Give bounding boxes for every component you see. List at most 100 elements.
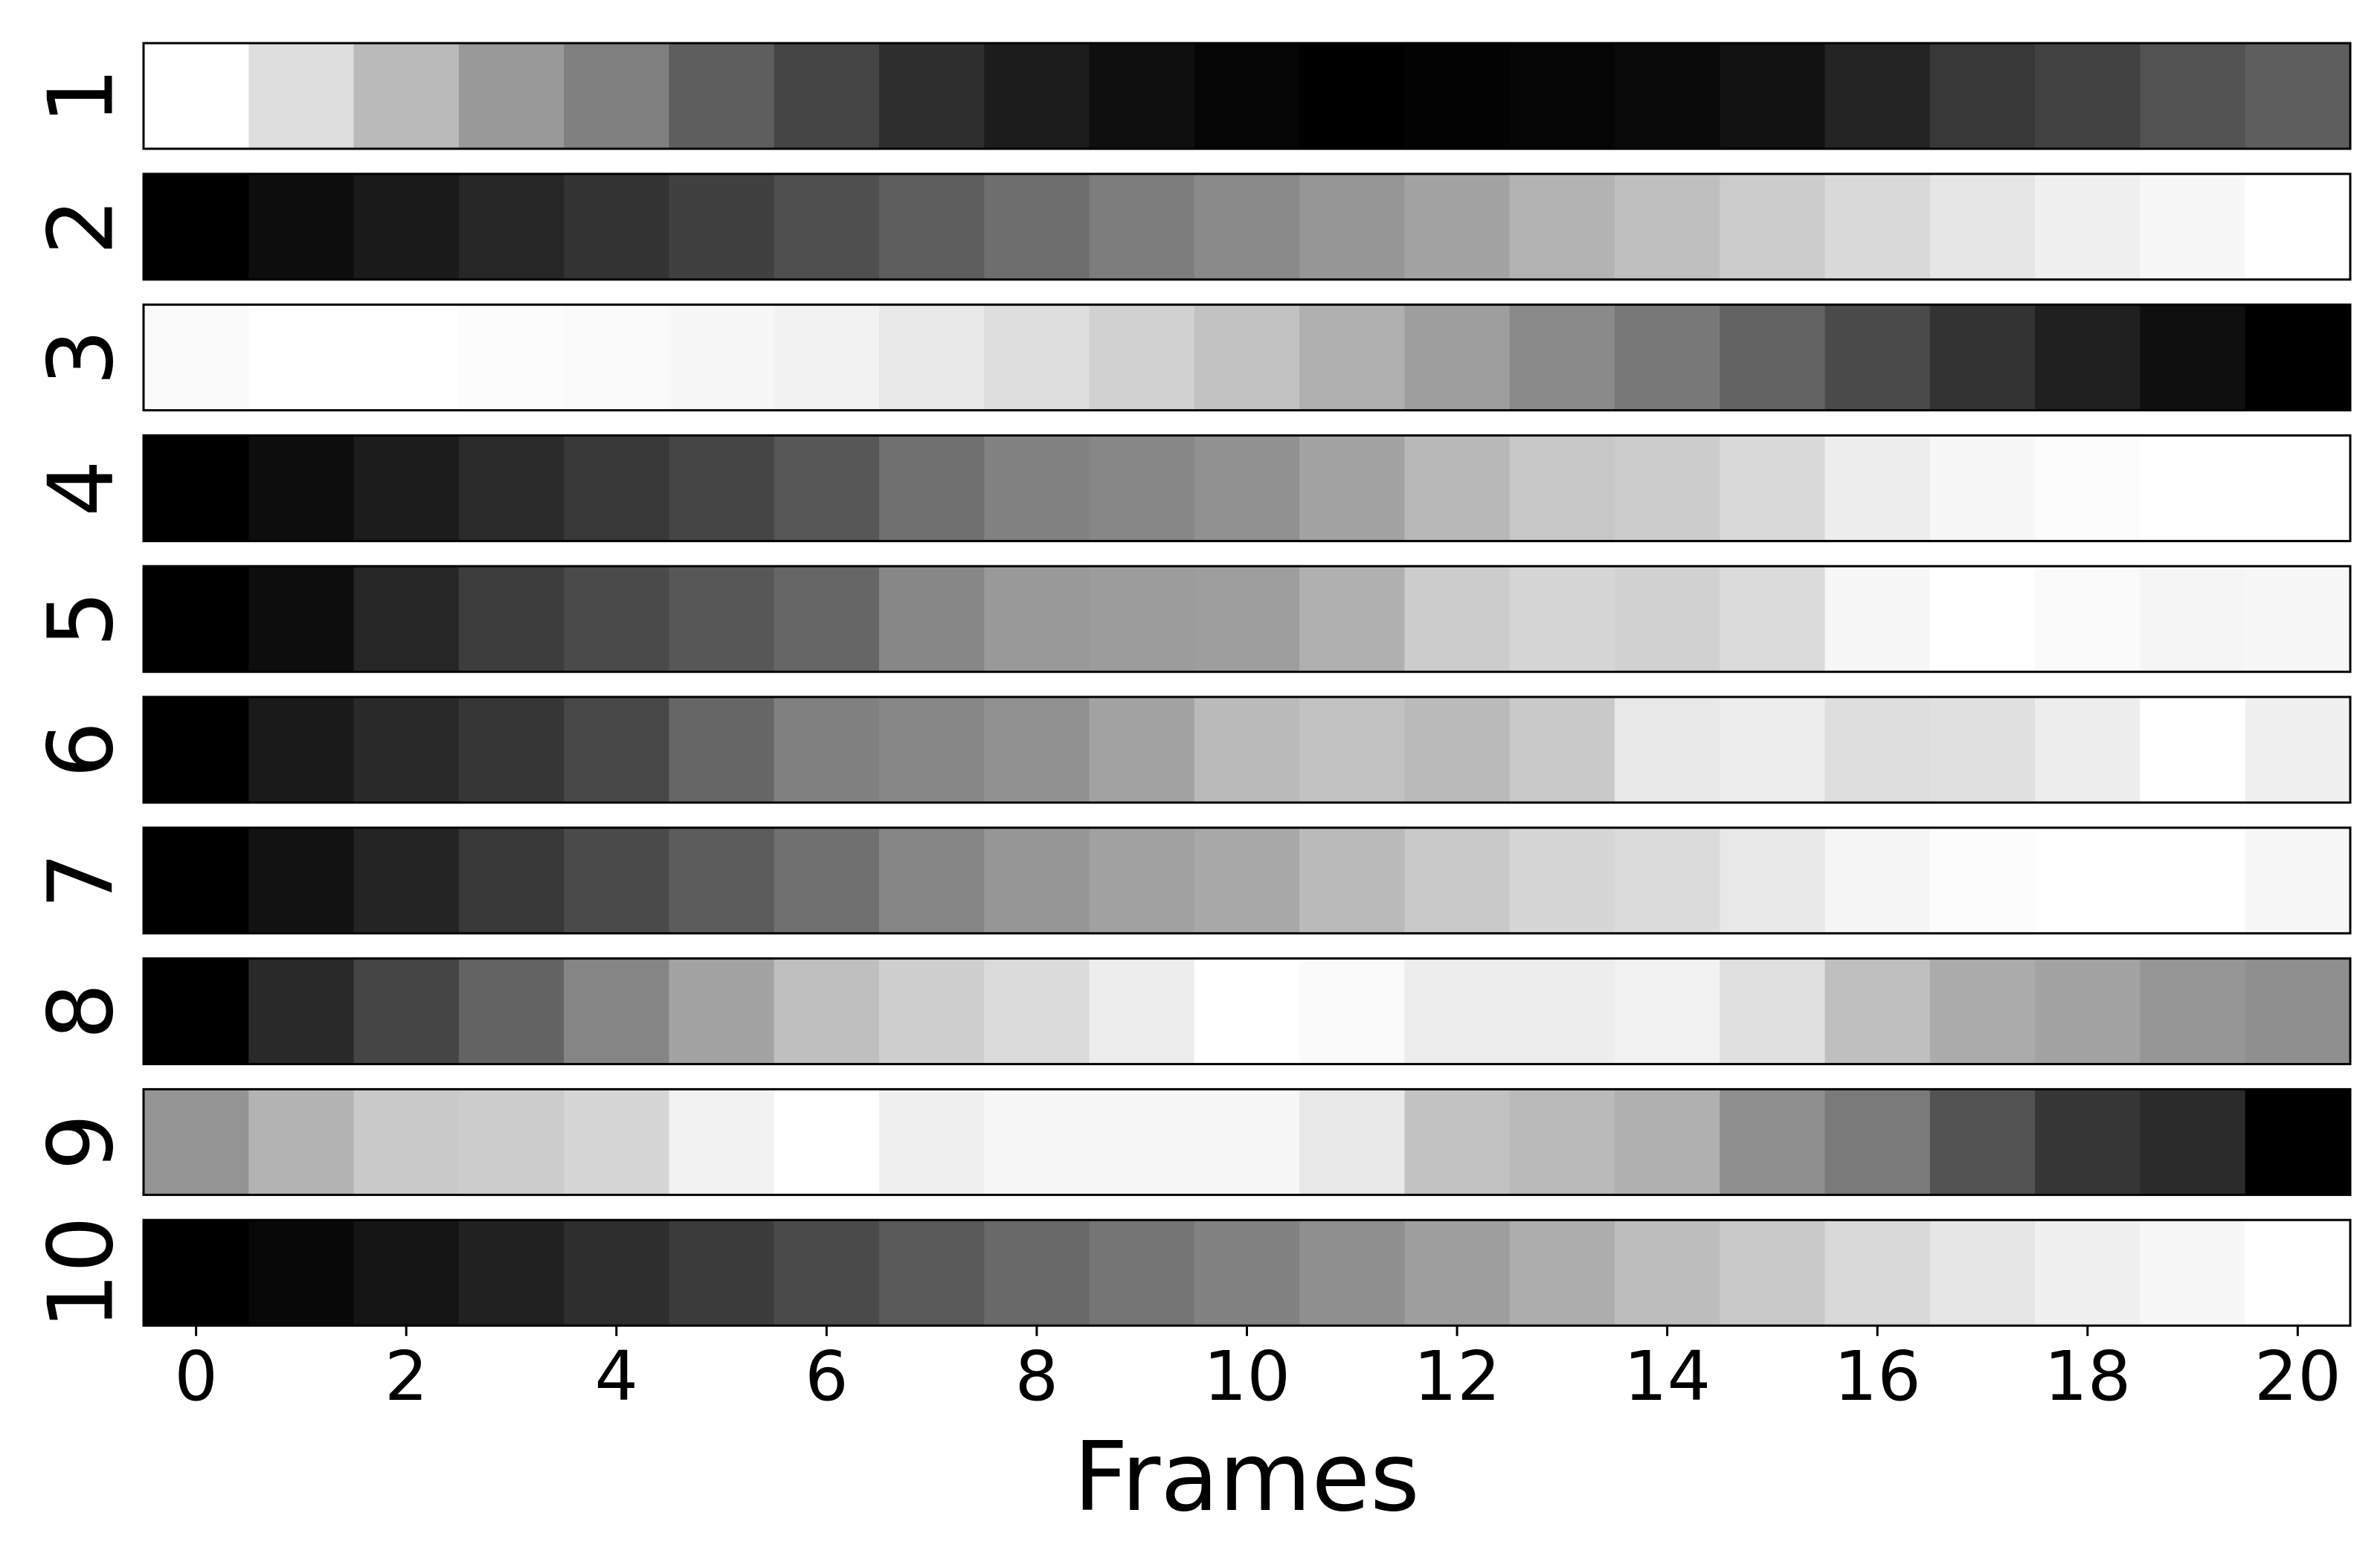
heatmap-cell [1299, 435, 1406, 541]
heatmap-cell [774, 1089, 880, 1195]
strip-row-3 [142, 303, 2352, 412]
heatmap-cell [1509, 173, 1615, 280]
heatmap-cell [353, 1089, 460, 1195]
heatmap-cell [879, 566, 985, 672]
heatmap-cell [1194, 566, 1300, 672]
heatmap-cell [1615, 173, 1720, 280]
strip-frame [142, 434, 2352, 542]
strip-row-9 [142, 1087, 2352, 1196]
heatmap-cell [669, 43, 775, 149]
strip-row-5 [142, 565, 2352, 673]
heatmap-cell [1824, 566, 1931, 672]
x-tick-label: 4 [595, 1337, 639, 1416]
heatmap-cell [1720, 304, 1826, 411]
heatmap-cell [1299, 697, 1406, 803]
heatmap-cell [669, 827, 775, 933]
heatmap-cell [774, 566, 880, 672]
heatmap-cell [1824, 958, 1931, 1064]
heatmap-cell [1720, 1089, 1826, 1195]
heatmap-cell [1824, 697, 1931, 803]
strip-frame [142, 1087, 2352, 1196]
heatmap-cell [1194, 827, 1300, 933]
heatmap-cell [1720, 566, 1826, 672]
heatmap-cell [984, 827, 1090, 933]
x-tick-label: 16 [1834, 1337, 1921, 1416]
row-labels: 1 2 3 4 5 6 7 8 9 10 [30, 68, 134, 1330]
heatmap-cell [458, 1220, 565, 1326]
heatmap-cell [2140, 566, 2246, 672]
heatmap-cell [2245, 958, 2351, 1064]
heatmap-cell [248, 566, 355, 672]
x-tick-label: 18 [2044, 1337, 2131, 1416]
heatmap-cell [144, 958, 249, 1064]
heatmap-cell [1404, 1220, 1511, 1326]
heatmap-cell [1089, 43, 1195, 149]
heatmap-cell [1929, 958, 2036, 1064]
x-tick-label: 0 [174, 1337, 218, 1416]
heatmap-cell [879, 435, 985, 541]
heatmap-cell [2140, 958, 2246, 1064]
heatmap-cell [1404, 827, 1511, 933]
heatmap-cell [774, 304, 880, 411]
x-tick-label: 8 [1015, 1337, 1059, 1416]
heatmap-cell [1929, 1089, 2036, 1195]
heatmap-cell [2245, 697, 2351, 803]
heatmap-cell [458, 958, 565, 1064]
heatmap-cell [1824, 435, 1931, 541]
heatmap-cell [879, 827, 985, 933]
heatmap-cell [1089, 304, 1195, 411]
strip-frame [142, 826, 2352, 935]
strip-row-8 [142, 957, 2352, 1066]
row-label: 2 [30, 199, 134, 255]
heatmap-cell [1509, 43, 1615, 149]
heatmap-cell [1929, 827, 2036, 933]
heatmap-cell [1929, 566, 2036, 672]
strip-row-7 [142, 826, 2352, 935]
heatmap-cell [1299, 1089, 1406, 1195]
x-tick-label: 2 [385, 1337, 428, 1416]
heatmap-cell [984, 173, 1090, 280]
row-label: 5 [30, 591, 134, 647]
strip-frame [142, 695, 2352, 804]
heatmap-cell [1194, 697, 1300, 803]
heatmap-cell [1089, 697, 1195, 803]
heatmap-cell [669, 1089, 775, 1195]
heatmap-cell [144, 304, 249, 411]
heatmap-cell [2245, 43, 2351, 149]
heatmap-cell [774, 958, 880, 1064]
heatmap-cell [669, 304, 775, 411]
heatmap-cell [1299, 566, 1406, 672]
heatmap-cell [669, 566, 775, 672]
heatmap-cell [353, 435, 460, 541]
heatmap-cell [774, 173, 880, 280]
heatmap-cell [2245, 566, 2351, 672]
heatmap-cell [1404, 958, 1511, 1064]
heatmap-cell [1615, 1220, 1720, 1326]
heatmap-cell [1089, 566, 1195, 672]
heatmap-cell [2035, 1089, 2141, 1195]
heatmap-cell [1194, 435, 1300, 541]
strip-frame [142, 303, 2352, 412]
heatmap-cell [879, 958, 985, 1064]
heatmap-cell [1824, 1220, 1931, 1326]
heatmap-cell [1299, 958, 1406, 1064]
heatmap-cell [458, 827, 565, 933]
heatmap-cell [879, 173, 985, 280]
row-label: 4 [30, 460, 134, 516]
heatmap-cell [144, 173, 249, 280]
heatmap-cell [1194, 304, 1300, 411]
heatmap-cell [248, 435, 355, 541]
strip-frame [142, 957, 2352, 1066]
heatmap-cell [984, 566, 1090, 672]
strip-row-1 [142, 42, 2352, 150]
heatmap-cell [1509, 1220, 1615, 1326]
strip-row-6 [142, 695, 2352, 804]
heatmap-cell [1299, 1220, 1406, 1326]
heatmap-cell [1509, 958, 1615, 1064]
heatmap-cell [1824, 1089, 1931, 1195]
heatmap-cell [458, 435, 565, 541]
row-label: 3 [30, 329, 134, 385]
heatmap-cell [458, 304, 565, 411]
heatmap-cell [1615, 43, 1720, 149]
strip-row-4 [142, 434, 2352, 542]
